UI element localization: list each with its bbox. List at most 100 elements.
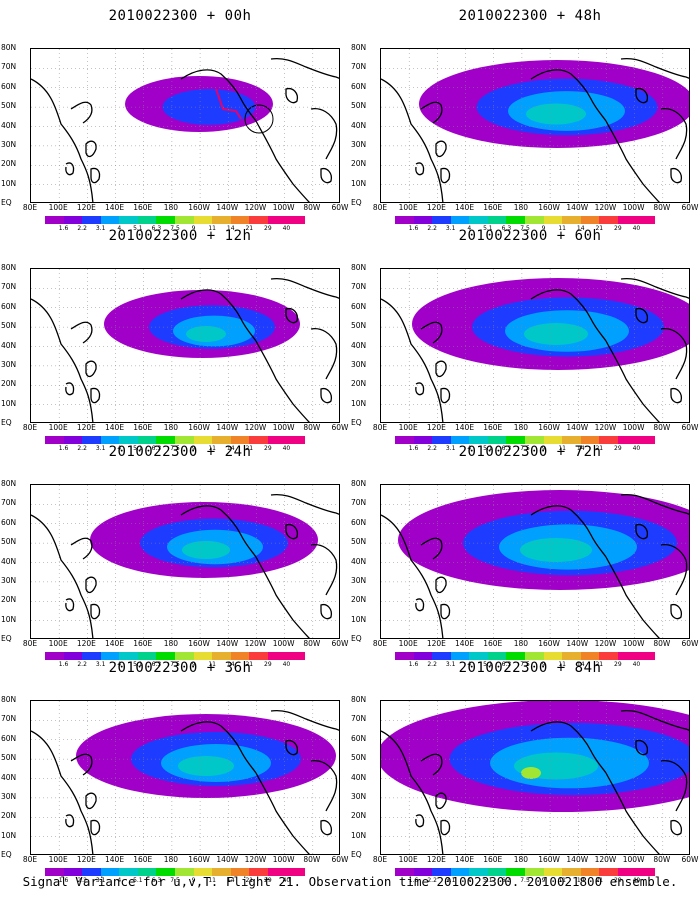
colorbar-label: 21 <box>595 445 604 452</box>
panel-title: 2010022300 + 48h <box>458 8 602 24</box>
lat-tick-label: 60N <box>351 733 367 743</box>
lat-tick-label: 50N <box>351 537 367 547</box>
colorbar-swatch <box>580 216 600 224</box>
colorbar-swatch <box>580 868 600 876</box>
lon-tick-label: 120E <box>76 639 96 648</box>
lon-tick-label: 180 <box>163 855 179 864</box>
coastline <box>85 576 97 594</box>
colorbar-label: 14 <box>576 445 585 452</box>
coastline <box>70 321 93 344</box>
map-plot-area <box>380 484 690 639</box>
coastline <box>635 87 649 104</box>
colorbar-labels: 1.6 2.2 3.1 4 5.1 6.3 7.5 9 11 14 21 29 40 <box>395 877 655 885</box>
colorbar-label: 14 <box>226 661 235 668</box>
lon-tick-label: 80E <box>372 639 388 648</box>
coastline <box>415 814 425 828</box>
lon-tick-label: 180 <box>513 423 529 432</box>
lon-tick-label: 140E <box>105 855 125 864</box>
coastline <box>660 759 688 812</box>
colorbar-label: 29 <box>264 661 272 668</box>
forecast-panel: 2010022300 + 36h 80N 70N 60N 50N 40N 30N 20N 10N… <box>1 660 350 884</box>
colorbar-label: 14 <box>226 445 235 452</box>
lat-tick-label: 70N <box>351 62 367 72</box>
coastline <box>270 277 339 299</box>
coastline <box>285 739 299 756</box>
colorbar-swatch <box>100 436 120 444</box>
colorbar-label: 3.1 <box>445 661 456 668</box>
colorbar-label: 14 <box>226 225 235 232</box>
coastline <box>420 101 443 124</box>
variance-contour-fill <box>182 541 230 559</box>
lat-tick-label: 30N <box>351 139 367 149</box>
lon-tick-label: 100W <box>622 855 645 864</box>
colorbar-swatch <box>100 868 120 876</box>
lon-tick-label: 80E <box>22 855 38 864</box>
lon-tick-label: 100E <box>398 203 418 212</box>
colorbar-swatch <box>193 652 213 660</box>
coastline <box>31 298 94 422</box>
coastline <box>660 543 688 596</box>
colorbar-labels: 1.6 2.2 3.1 4 5.1 6.3 7.5 9 11 14 21 29 40 <box>395 661 655 669</box>
colorbar-label: 5.1 <box>483 225 493 232</box>
colorbar-swatch <box>137 216 157 224</box>
panel-title: 2010022300 + 84h <box>458 660 602 676</box>
variance-contour-fill <box>178 756 234 776</box>
lon-axis: 80E 100E 120E 140E 160E 180 160W 140W 120W 100W 80… <box>23 423 350 433</box>
lat-tick-label: 20N <box>351 379 367 389</box>
forecast-panel: 2010022300 + 72h 80N 70N 60N 50N 40N 30N 20N 10N… <box>351 444 700 669</box>
colorbar-label: 2.2 <box>77 877 87 884</box>
colorbar-label: 4 <box>467 661 472 668</box>
lon-tick-label: 80W <box>303 855 321 864</box>
lat-tick-label: 80N <box>1 263 17 272</box>
coastline <box>255 772 310 854</box>
lat-tick-label: 40N <box>1 772 17 782</box>
coastline <box>270 493 339 515</box>
colorbar-swatch <box>506 652 526 660</box>
lat-tick-label: 10N <box>1 178 17 188</box>
colorbar-label: 4 <box>467 225 472 232</box>
colorbar <box>45 652 306 660</box>
target-circle <box>244 104 274 134</box>
lat-tick-label: 50N <box>1 101 17 111</box>
coastline <box>65 162 75 176</box>
lat-tick-label: 40N <box>351 556 367 566</box>
colorbar-swatch <box>487 868 507 876</box>
lon-axis: 80E 100E 120E 140E 160E 180 160W 140W 120W 100W 80… <box>23 203 350 213</box>
lon-axis: 80E 100E 120E 140E 160E 180 160W 140W 120W 100W 80… <box>373 203 700 213</box>
colorbar-swatch <box>249 216 268 224</box>
coastline <box>420 753 443 776</box>
coastline <box>85 792 97 810</box>
lon-tick-label: 80W <box>653 423 671 432</box>
lon-tick-label: 140W <box>566 203 589 212</box>
colorbar-label: 29 <box>614 225 622 232</box>
colorbar-swatch <box>230 652 250 660</box>
colorbar-label: 2.2 <box>77 225 87 232</box>
colorbar-label: 7.5 <box>520 225 530 232</box>
coastline <box>381 78 444 202</box>
coastline <box>435 576 447 594</box>
colorbar-label: 2.2 <box>77 661 87 668</box>
lat-tick-label: 40N <box>1 120 17 130</box>
colorbar-swatch <box>137 436 157 444</box>
coastline <box>180 69 257 122</box>
coastline <box>620 57 689 79</box>
colorbar-label: 5.1 <box>483 445 493 452</box>
lon-tick-label: 120E <box>426 423 446 432</box>
colorbar-label: 6.3 <box>151 445 162 452</box>
lon-tick-label: 160E <box>483 203 503 212</box>
colorbar-label: 3.1 <box>95 877 106 884</box>
colorbar-labels: 1.6 2.2 3.1 4 5.1 6.3 7.5 9 11 14 21 29 40 <box>395 225 655 233</box>
coastline <box>65 598 75 612</box>
coastline <box>605 340 660 422</box>
colorbar-swatch <box>82 436 101 444</box>
colorbar-swatch <box>506 868 526 876</box>
colorbar-swatch <box>562 436 581 444</box>
coastline <box>65 382 75 396</box>
colorbar-swatch <box>413 868 433 876</box>
map-plot-area <box>30 268 340 423</box>
coastline <box>70 101 93 124</box>
colorbar-label: 5.1 <box>133 661 143 668</box>
lon-tick-label: 100E <box>398 423 418 432</box>
coastline <box>320 167 333 184</box>
lon-tick-label: 140E <box>455 203 475 212</box>
